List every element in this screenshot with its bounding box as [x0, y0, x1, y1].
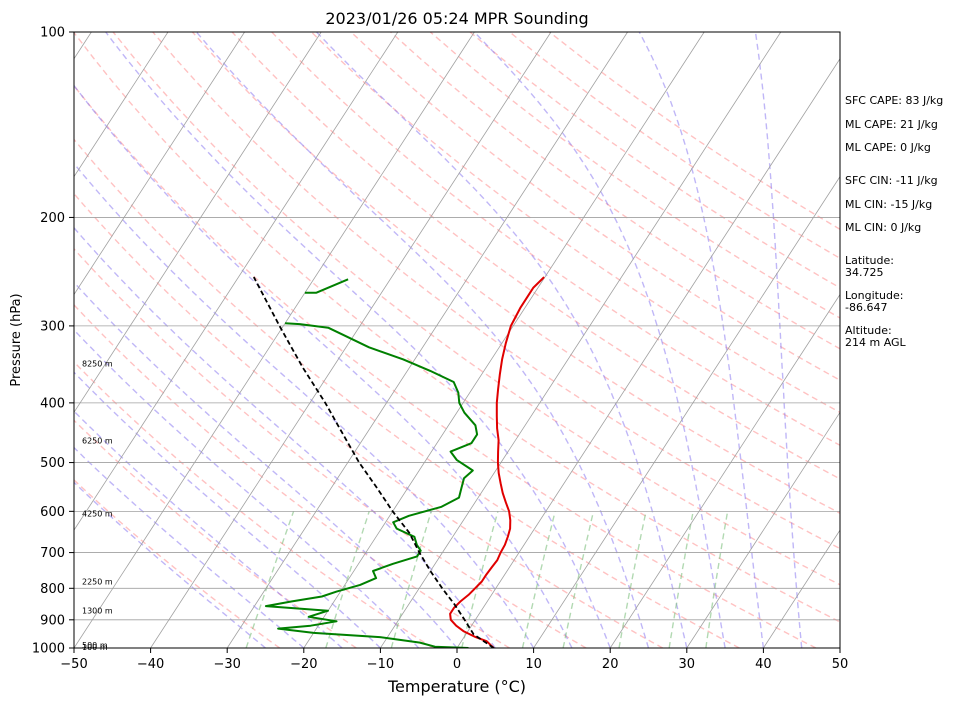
y-tick-label: 200	[40, 211, 65, 226]
y-tick-label: 500	[40, 456, 65, 471]
background-lines	[74, 32, 840, 648]
x-tick-label: −20	[290, 657, 317, 672]
altitude-label: Altitude:	[845, 324, 892, 337]
dry-adiabat-line	[152, 32, 840, 550]
isotherm-line	[456, 58, 840, 648]
dry-adiabat-line	[74, 84, 817, 648]
y-tick-label: 100	[40, 26, 65, 41]
isotherm-line	[609, 293, 840, 648]
height-label: 4250 m	[82, 510, 113, 519]
moist-adiabat-line	[74, 84, 573, 648]
ml-cape-text: ML CAPE: 0 J/kg	[845, 141, 931, 154]
ml-cape-text: ML CAPE: 21 J/kg	[845, 118, 938, 131]
y-tick-label: 400	[40, 396, 65, 411]
y-tick-label: 300	[40, 319, 65, 334]
height-label: 1300 m	[82, 607, 113, 616]
isotherm-line	[686, 411, 840, 648]
dry-adiabat-line	[74, 479, 281, 648]
y-tick-label: 600	[40, 505, 65, 520]
dry-adiabat-line	[429, 32, 840, 319]
dry-adiabat-line	[74, 419, 357, 648]
isotherm-line	[74, 32, 169, 178]
isotherm-line	[763, 529, 840, 648]
isotherm-line	[380, 32, 782, 648]
dry-adiabat-line	[74, 192, 664, 648]
y-tick-label: 800	[40, 582, 65, 597]
dry-adiabat-line	[390, 32, 840, 350]
moist-adiabat-line	[473, 32, 726, 648]
dry-adiabat-line	[74, 361, 434, 648]
dry-adiabat-line	[112, 32, 840, 586]
dry-adiabat-line	[74, 138, 740, 648]
y-tick-label: 900	[40, 613, 65, 628]
moist-adiabat-line	[195, 32, 650, 648]
x-tick-label: −30	[213, 657, 240, 672]
stats-panel: SFC CAPE: 83 J/kg ML CAPE: 21 J/kg ML CA…	[845, 94, 943, 349]
x-tick-label: −10	[367, 657, 394, 672]
height-label: 500 m	[82, 641, 108, 650]
moist-adiabat-line	[74, 410, 343, 648]
moist-adiabat-line	[74, 371, 381, 648]
isotherm-line	[74, 32, 399, 531]
longitude-value: -86.647	[845, 301, 887, 314]
dry-adiabat-line	[74, 303, 510, 648]
x-tick-label: 0	[453, 657, 461, 672]
dry-adiabat-line	[271, 32, 840, 447]
moist-adiabat-line	[74, 162, 535, 648]
y-tick-label: 1000	[32, 642, 65, 657]
height-label: 8250 m	[82, 359, 113, 368]
latitude-value: 34.725	[845, 266, 884, 279]
height-label: 2250 m	[82, 578, 113, 587]
profile-lines	[253, 276, 545, 648]
parcel-path-line	[253, 276, 495, 648]
dry-adiabat-line	[74, 247, 587, 648]
chart-title: 2023/01/26 05:24 MPR Sounding	[325, 9, 588, 28]
dry-adiabat-line	[231, 32, 840, 480]
moist-adiabat-line	[754, 32, 803, 648]
x-tick-label: 30	[679, 657, 696, 672]
dewpoint-line	[264, 322, 479, 648]
isotherm-line	[74, 32, 475, 648]
height-label: 6250 m	[82, 436, 113, 445]
isotherm-line	[303, 32, 705, 648]
altitude-value: 214 m AGL	[845, 336, 907, 349]
x-tick-label: 40	[755, 657, 772, 672]
x-tick-label: 10	[525, 657, 542, 672]
y-axis-label: Pressure (hPa)	[9, 293, 24, 386]
isotherm-line	[74, 32, 322, 414]
isotherm-line	[74, 32, 245, 296]
moist-adiabat-line	[74, 226, 496, 648]
moist-adiabat-line	[74, 281, 458, 648]
mixing-ratio-line	[705, 511, 729, 648]
x-tick-label: −40	[137, 657, 164, 672]
isotherm-line	[533, 175, 840, 648]
longitude-label: Longitude:	[845, 289, 903, 302]
y-tick-label: 700	[40, 546, 65, 561]
x-tick-label: −50	[60, 657, 87, 672]
x-axis-label: Temperature (°C)	[387, 677, 526, 696]
ml-cin-text: ML CIN: 0 J/kg	[845, 221, 921, 234]
temperature-line	[449, 276, 545, 648]
latitude-label: Latitude:	[845, 254, 894, 267]
moist-adiabat-line	[638, 32, 765, 648]
dry-adiabat-line	[74, 32, 840, 623]
sfc-cape-text: SFC CAPE: 83 J/kg	[845, 94, 943, 107]
moist-adiabat-line	[74, 481, 266, 648]
x-tick-label: 50	[832, 657, 849, 672]
ml-cin-text: ML CIN: -15 J/kg	[845, 198, 932, 211]
dry-adiabat-line	[191, 32, 840, 515]
sfc-cin-text: SFC CIN: -11 J/kg	[845, 174, 938, 187]
isotherm-line	[226, 32, 628, 648]
dewpoint-line	[304, 278, 349, 294]
mixing-ratio-line	[668, 511, 694, 648]
x-tick-label: 20	[602, 657, 619, 672]
moist-adiabat-line	[74, 328, 420, 648]
isotherm-line	[150, 32, 552, 648]
